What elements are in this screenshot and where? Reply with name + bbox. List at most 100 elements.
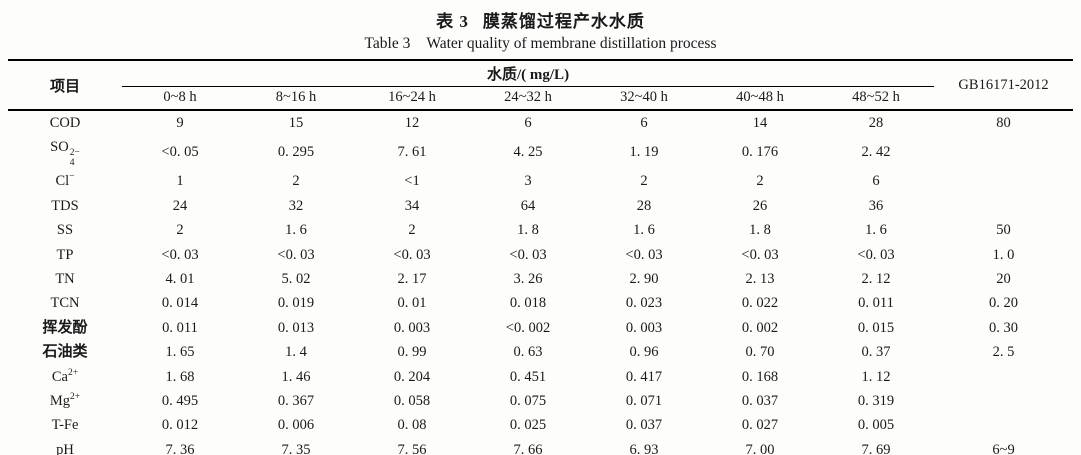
column-header-time: 8~16 h xyxy=(275,89,317,106)
value-cell: 28 xyxy=(636,197,652,214)
gb-limit-cell xyxy=(934,413,1073,437)
value-cell: 7. 69 xyxy=(861,441,891,455)
value-cell: 7. 66 xyxy=(513,441,543,455)
table-row: Cl− 1 2 <1 3 2 2 6 xyxy=(8,169,1073,193)
value-cell: 6 xyxy=(524,115,532,131)
value-cell: 6. 93 xyxy=(629,441,659,455)
row-label: Mg2+ xyxy=(49,392,81,409)
value-cell: 12 xyxy=(404,115,420,131)
value-cell: 64 xyxy=(520,197,536,214)
value-cell: 7. 00 xyxy=(745,441,775,455)
value-cell: 3 xyxy=(524,173,532,190)
value-cell: 0. 319 xyxy=(857,393,895,409)
value-cell: 1. 6 xyxy=(865,222,887,239)
value-cell: <0. 03 xyxy=(741,246,779,263)
table-row: TN 4. 01 5. 02 2. 17 3. 26 2. 90 2. 13 2. 12 20 xyxy=(8,267,1073,291)
table-caption-en: Table 3 Water quality of membrane distill… xyxy=(0,35,1081,53)
value-cell: 0. 019 xyxy=(277,295,315,312)
value-cell: 0. 014 xyxy=(161,295,199,312)
row-label: COD xyxy=(49,115,81,131)
value-cell: 0. 025 xyxy=(509,417,547,434)
column-header-item: 项目 xyxy=(49,78,80,95)
value-cell: 0. 37 xyxy=(861,344,891,361)
gb-limit-cell: 6~9 xyxy=(992,441,1015,455)
gb-limit-cell xyxy=(934,389,1073,413)
value-cell: 0. 367 xyxy=(277,393,315,409)
table-row: pH 7. 36 7. 35 7. 56 7. 66 6. 93 7. 00 7. 69 6~9 xyxy=(8,438,1073,455)
value-cell: 0. 011 xyxy=(858,295,894,312)
value-cell: 0. 295 xyxy=(277,144,315,161)
value-cell: 14 xyxy=(752,115,768,131)
value-cell: 0. 015 xyxy=(857,319,895,336)
value-cell: 0. 006 xyxy=(277,417,315,434)
table-caption-en-label: Table 3 xyxy=(364,35,411,52)
value-cell: 2. 42 xyxy=(861,144,891,161)
column-header-gb-standard: GB16171-2012 xyxy=(958,76,1049,93)
table-row: TP <0. 03 <0. 03 <0. 03 <0. 03 <0. 03 <0. 03 <0… xyxy=(8,243,1073,267)
value-cell: 2 xyxy=(408,222,416,239)
value-cell: 2. 17 xyxy=(397,270,427,287)
gb-limit-cell xyxy=(934,169,1073,193)
value-cell: 0. 168 xyxy=(741,368,779,385)
value-cell: <0. 05 xyxy=(161,144,199,161)
column-header-time: 48~52 h xyxy=(852,89,900,106)
value-cell: 4. 25 xyxy=(513,144,543,161)
value-cell: 15 xyxy=(288,115,304,131)
value-cell: <0. 03 xyxy=(857,246,895,263)
value-cell: 0. 037 xyxy=(741,393,779,409)
value-cell: <0. 03 xyxy=(161,246,199,263)
gb-limit-cell xyxy=(934,365,1073,389)
row-label: 石油类 xyxy=(42,344,88,361)
table-row: TDS 24 32 34 64 28 26 36 xyxy=(8,194,1073,218)
value-cell: 5. 02 xyxy=(281,270,311,287)
value-cell: 0. 96 xyxy=(629,344,659,361)
value-cell: 0. 417 xyxy=(625,368,663,385)
value-cell: 0. 003 xyxy=(625,319,663,336)
value-cell: 26 xyxy=(752,197,768,214)
column-header-time: 24~32 h xyxy=(504,89,552,106)
gb-limit-cell: 2. 5 xyxy=(992,344,1015,361)
value-cell: <0. 03 xyxy=(509,246,547,263)
value-cell: <1 xyxy=(404,173,420,190)
value-cell: 0. 058 xyxy=(393,393,431,409)
table-caption-cn: 表 3 膜蒸馏过程产水水质 xyxy=(0,0,1081,32)
value-cell: 1. 8 xyxy=(749,222,771,239)
row-label: T-Fe xyxy=(51,417,79,434)
value-cell: 1. 6 xyxy=(633,222,655,239)
table-row: TCN 0. 014 0. 019 0. 01 0. 018 0. 023 0. 022 0.… xyxy=(8,291,1073,315)
value-cell: 7. 36 xyxy=(165,441,195,455)
value-cell: 0. 027 xyxy=(741,417,779,434)
value-cell: <0. 03 xyxy=(393,246,431,263)
gb-limit-cell xyxy=(934,194,1073,218)
value-cell: 0. 012 xyxy=(161,417,199,434)
value-cell: 2. 13 xyxy=(745,270,775,287)
value-cell: 0. 176 xyxy=(741,144,779,161)
row-label: TDS xyxy=(51,197,79,214)
value-cell: 7. 61 xyxy=(397,144,427,161)
water-quality-table: 项目 水质/( mg/L) GB16171-2012 0~8 h 8~16 h 16… xyxy=(8,59,1074,455)
table-caption-en-title: Water quality of membrane distillation p… xyxy=(426,35,717,52)
row-label: SS xyxy=(56,222,74,239)
value-cell: 24 xyxy=(172,197,188,214)
table-row: 挥发酚 0. 011 0. 013 0. 003 <0. 002 0. 003 0. 002… xyxy=(8,316,1073,340)
value-cell: 0. 08 xyxy=(397,417,427,434)
column-header-time: 32~40 h xyxy=(620,89,668,106)
table-body: COD 9 15 12 6 6 14 28 80 SO 2− 4 <0. 05 0. 295 7. 61 4.… xyxy=(8,110,1073,455)
value-cell: 0. 018 xyxy=(509,295,547,312)
value-cell: 0. 071 xyxy=(625,393,663,409)
value-cell: 2. 12 xyxy=(861,270,891,287)
value-cell: 7. 56 xyxy=(397,441,427,455)
value-cell: 0. 63 xyxy=(513,344,543,361)
value-cell: 1. 65 xyxy=(165,344,195,361)
column-header-time: 40~48 h xyxy=(736,89,784,106)
table-row: SO 2− 4 <0. 05 0. 295 7. 61 4. 25 1. 19 0. 176 2.… xyxy=(8,135,1073,169)
table-row: SS 2 1. 6 2 1. 8 1. 6 1. 8 1. 6 50 xyxy=(8,218,1073,242)
value-cell: 0. 013 xyxy=(277,319,315,336)
value-cell: 0. 495 xyxy=(161,393,199,409)
value-cell: 2 xyxy=(176,222,184,239)
value-cell: 0. 451 xyxy=(509,368,547,385)
table-row: Ca2+ 1. 68 1. 46 0. 204 0. 451 0. 417 0. 168 1.… xyxy=(8,365,1073,389)
table-caption-cn-title: 膜蒸馏过程产水水质 xyxy=(482,12,645,31)
value-cell: 0. 037 xyxy=(625,417,663,434)
table-row: T-Fe 0. 012 0. 006 0. 08 0. 025 0. 037 0. 027 0… xyxy=(8,413,1073,437)
